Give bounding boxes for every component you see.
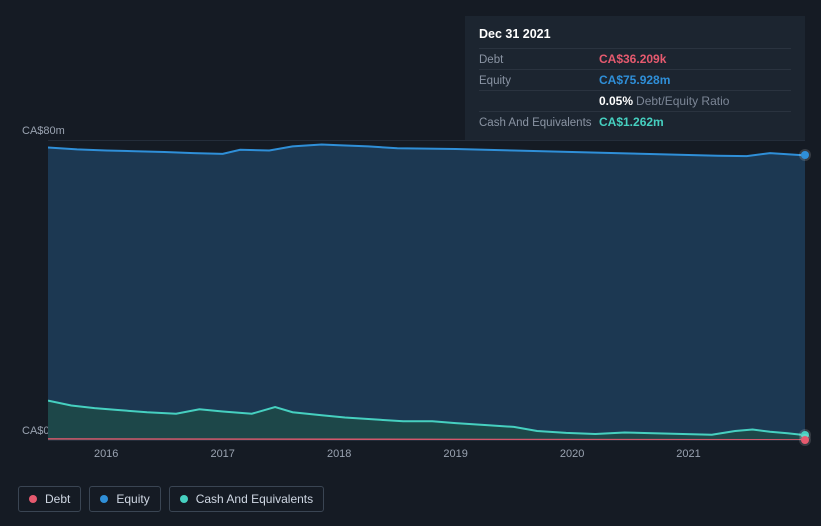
tooltip-row: EquityCA$75.928m [479, 70, 791, 91]
legend-label: Cash And Equivalents [196, 492, 313, 506]
legend-item-debt[interactable]: Debt [18, 486, 81, 512]
y-label-bottom: CA$0 [22, 425, 50, 437]
equity-end-marker [801, 151, 809, 159]
tooltip-row-value: CA$75.928m [599, 73, 670, 87]
tooltip-row-label: Debt [479, 54, 599, 66]
legend-item-equity[interactable]: Equity [89, 486, 160, 512]
chart-root: Dec 31 2021 DebtCA$36.209kEquityCA$75.92… [0, 0, 821, 526]
tooltip-row-label: Equity [479, 75, 599, 87]
tooltip-date: Dec 31 2021 [479, 27, 551, 45]
debt-end-marker [801, 436, 809, 444]
debt-line [48, 439, 805, 440]
tooltip-row-value: 0.05% [599, 94, 633, 108]
equity-color-dot [100, 495, 108, 503]
y-label-top: CA$80m [22, 125, 65, 137]
cash-color-dot [180, 495, 188, 503]
tooltip-panel: Dec 31 2021 DebtCA$36.209kEquityCA$75.92… [465, 16, 805, 140]
x-tick: 2019 [443, 448, 467, 460]
tooltip-date-row: Dec 31 2021 [479, 24, 791, 49]
debt-color-dot [29, 495, 37, 503]
x-tick: 2021 [676, 448, 700, 460]
chart-area[interactable] [48, 140, 805, 440]
tooltip-row-label: Cash And Equivalents [479, 117, 599, 129]
equity-area [48, 145, 805, 441]
legend-label: Equity [116, 492, 149, 506]
x-tick: 2017 [210, 448, 234, 460]
x-tick: 2016 [94, 448, 118, 460]
chart-svg [48, 140, 805, 440]
tooltip-row: 0.05%Debt/Equity Ratio [479, 91, 791, 112]
x-tick: 2020 [560, 448, 584, 460]
legend-label: Debt [45, 492, 70, 506]
tooltip-row-value: CA$1.262m [599, 115, 664, 129]
tooltip-row: Cash And EquivalentsCA$1.262m [479, 112, 791, 132]
grid-line-bottom [48, 440, 805, 441]
tooltip-row: DebtCA$36.209k [479, 49, 791, 70]
legend-item-cash[interactable]: Cash And Equivalents [169, 486, 324, 512]
x-tick: 2018 [327, 448, 351, 460]
tooltip-row-suffix: Debt/Equity Ratio [636, 94, 729, 108]
legend: Debt Equity Cash And Equivalents [18, 486, 324, 512]
x-axis: 2016 2017 2018 2019 2020 2021 [48, 448, 805, 468]
tooltip-row-value: CA$36.209k [599, 52, 666, 66]
